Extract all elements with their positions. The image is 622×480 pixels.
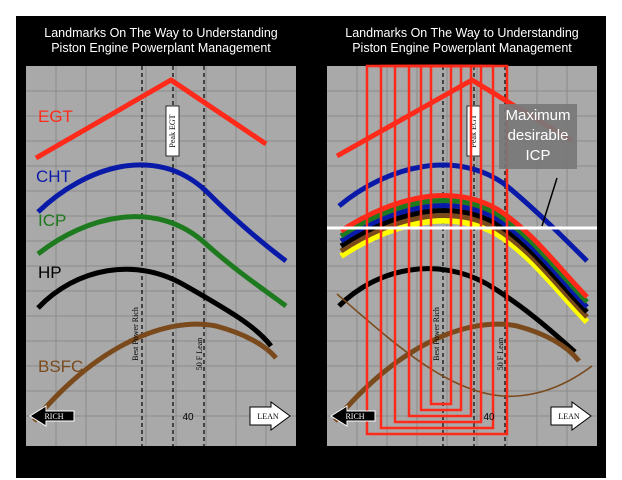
left-lean-arrow (249, 401, 291, 431)
right-x-value: 40 (483, 412, 495, 423)
left-cht-curve (36, 162, 288, 263)
icp-label: ICP (38, 211, 67, 230)
left-panel: Landmarks On The Way to Understanding Pi… (16, 16, 306, 462)
cht-label: CHT (36, 167, 71, 186)
left-panel-title: Landmarks On The Way to Understanding Pi… (16, 26, 306, 56)
left-title-line-2: Piston Engine Powerplant Management (51, 41, 271, 55)
left-bsfc-curve (32, 321, 278, 423)
right-lean-arrow (550, 401, 592, 431)
left-lean-side-label: 50 F Lean (195, 338, 204, 370)
right-title-line-1: Landmarks On The Way to Understanding (345, 26, 579, 40)
presentation-slide: Landmarks On The Way to Understanding Pi… (16, 16, 606, 478)
right-icp-black-curve (339, 208, 589, 314)
right-best-power-label: Best Power Rich (432, 307, 441, 361)
left-hp-curve (36, 266, 273, 348)
right-rich-arrow (330, 405, 376, 427)
left-x-value: 40 (182, 412, 194, 423)
left-icp-curve (36, 214, 288, 309)
callout-pointer (541, 177, 558, 227)
right-icp-yellow-curve (339, 217, 590, 325)
left-lean-label: LEAN (257, 412, 279, 421)
left-best-power-label: Best Power Rich (131, 307, 140, 361)
right-panel-title: Landmarks On The Way to Understanding Pi… (317, 26, 607, 56)
hp-label: HP (38, 263, 62, 282)
right-icp-red-curve (339, 193, 589, 299)
right-peak-egt-label: Peak EGT (469, 114, 478, 147)
left-rich-label: RICH (44, 412, 63, 421)
bsfc-label: BSFC (38, 357, 84, 376)
callout-line-3: ICP (525, 147, 551, 164)
callout-line-2: desirable (507, 127, 569, 144)
right-panel: Landmarks On The Way to Understanding Pi… (317, 16, 607, 462)
left-rich-arrow (29, 405, 75, 427)
left-diagram: Peak EGT Best Power Rich 50 F Lean RICH … (26, 66, 296, 446)
right-box-6 (429, 64, 453, 406)
right-lean-side-label: 50 F Lean (496, 338, 505, 370)
left-title-line-1: Landmarks On The Way to Understanding (44, 26, 278, 40)
right-icp-blue-curve (339, 203, 589, 309)
right-rich-label: RICH (345, 412, 364, 421)
left-peak-egt-tag (165, 105, 180, 157)
left-peak-egt-label: Peak EGT (168, 114, 177, 147)
right-diagram: Peak EGT Best Power Rich 50 F Lean RICH … (327, 64, 597, 446)
egt-label: EGT (38, 107, 73, 126)
right-title-line-2: Piston Engine Powerplant Management (352, 41, 572, 55)
callout-line-1: Maximum (505, 107, 571, 124)
max-icp-callout: Maximum desirable ICP (499, 104, 577, 169)
right-nested-boxes (365, 64, 509, 436)
right-icp-green-curve (339, 198, 589, 304)
right-lean-label: LEAN (558, 412, 580, 421)
right-bsfc-thin-curve (336, 293, 593, 398)
left-egt-curve (34, 77, 268, 161)
